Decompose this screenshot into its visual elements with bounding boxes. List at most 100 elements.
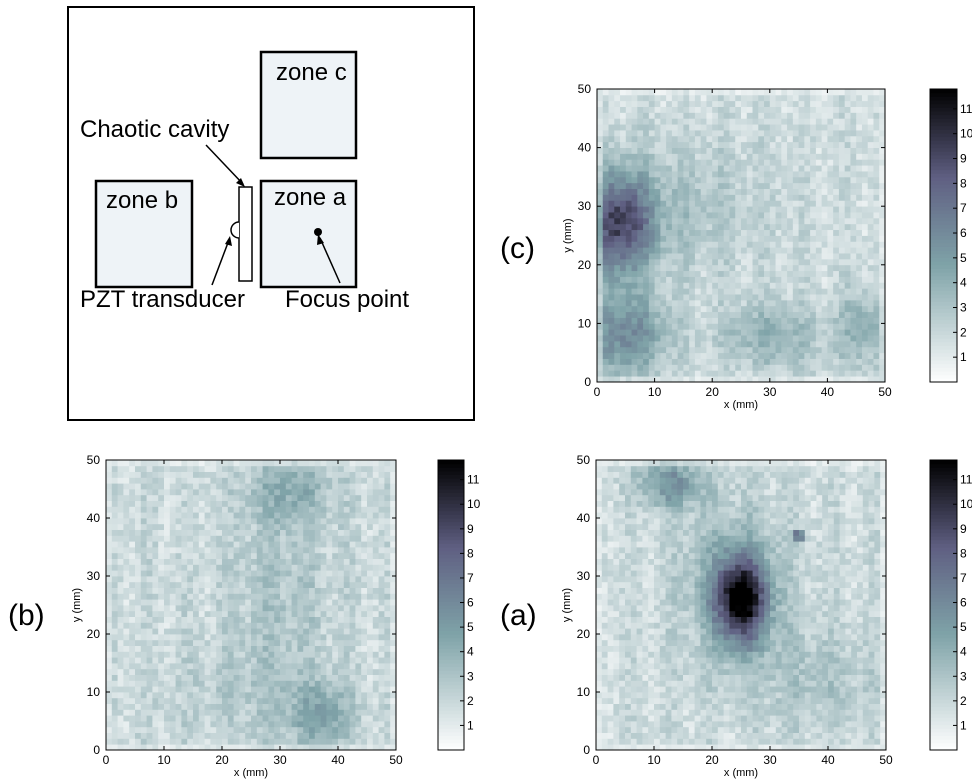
heatmap-cell	[810, 253, 817, 260]
heatmap-cell	[873, 329, 880, 336]
heatmap-cell	[274, 697, 281, 704]
heatmap-cell	[648, 270, 655, 277]
heatmap-cell	[106, 500, 113, 507]
heatmap-cell	[355, 564, 362, 571]
heatmap-cell	[821, 200, 828, 207]
heatmap-cell	[181, 616, 188, 623]
heatmap-cell	[689, 282, 696, 289]
heatmap-cell	[838, 311, 846, 318]
heatmap-cell	[637, 130, 644, 137]
y-tick-label: 30	[578, 199, 592, 213]
heatmap-cell	[106, 715, 113, 722]
heatmap-cell	[683, 270, 690, 277]
heatmap-cell	[181, 599, 188, 606]
heatmap-cell	[798, 171, 805, 178]
heatmap-cell	[181, 564, 188, 571]
heatmap-cell	[291, 616, 298, 623]
colorbar-step	[930, 246, 957, 251]
heatmap-cell	[637, 270, 644, 277]
heatmap-cell	[769, 241, 776, 248]
heatmap-cell	[625, 317, 632, 324]
heatmap-cell	[643, 364, 650, 371]
heatmap-cell	[879, 340, 886, 348]
heatmap-cell	[135, 500, 142, 507]
heatmap-cell	[187, 576, 194, 583]
heatmap-cell	[164, 523, 171, 530]
heatmap-cell	[338, 587, 345, 594]
heatmap-cell	[602, 317, 609, 324]
heatmap-cell	[193, 651, 200, 658]
heatmap-cell	[637, 141, 644, 148]
heatmap-cell	[850, 106, 857, 113]
heatmap-cell	[614, 258, 621, 266]
heatmap-cell	[677, 153, 684, 160]
heatmap-cell	[602, 217, 609, 225]
heatmap-cell	[815, 194, 823, 201]
heatmap-cell	[625, 153, 632, 160]
heatmap-cell	[198, 489, 205, 496]
heatmap-cell	[106, 738, 113, 745]
heatmap-cell	[689, 176, 696, 184]
heatmap-cell	[152, 460, 159, 467]
heatmap-cell	[746, 106, 753, 113]
heatmap-cell	[717, 311, 725, 318]
heatmap-cell	[198, 605, 205, 612]
heatmap-cell	[810, 270, 817, 277]
heatmap-cell	[648, 358, 655, 365]
heatmap-cell	[683, 323, 690, 330]
heatmap-cell	[729, 276, 736, 283]
heatmap-cell	[338, 483, 345, 490]
heatmap-cell	[343, 697, 350, 704]
heatmap-cell	[597, 200, 604, 207]
heatmap-cell	[671, 276, 679, 283]
heatmap-cell	[694, 253, 702, 260]
heatmap-cell	[146, 738, 153, 745]
heatmap-cell	[117, 483, 124, 490]
heatmap-cell	[309, 657, 316, 664]
colorbar-step	[930, 363, 957, 368]
heatmap-cell	[827, 376, 834, 383]
heatmap-cell	[361, 552, 368, 559]
heatmap-cell	[689, 323, 696, 330]
colorbar-step	[930, 96, 957, 101]
heatmap-cell	[810, 329, 817, 336]
heatmap-cell	[361, 541, 368, 548]
heatmap-cell	[752, 270, 759, 277]
heatmap-cell	[746, 212, 753, 219]
heatmap-cell	[781, 282, 788, 289]
heatmap-cell	[245, 593, 252, 600]
heatmap-cell	[268, 494, 275, 501]
heatmap-cell	[792, 147, 799, 154]
heatmap-cell	[129, 697, 136, 704]
heatmap-cell	[597, 223, 604, 231]
heatmap-cell	[135, 732, 142, 739]
heatmap-cell	[683, 141, 690, 148]
heatmap-cell	[712, 194, 719, 201]
heatmap-cell	[671, 299, 679, 307]
heatmap-cell	[262, 732, 269, 739]
heatmap-cell	[625, 235, 632, 242]
heatmap-cell	[338, 703, 345, 710]
heatmap-cell	[700, 253, 707, 260]
heatmap-cell	[723, 153, 730, 160]
heatmap-cell	[637, 288, 644, 295]
heatmap-cell	[332, 552, 339, 559]
heatmap-cell	[648, 305, 655, 313]
heatmap-cell	[752, 206, 759, 213]
heatmap-cell	[787, 176, 794, 184]
heatmap-cell	[239, 547, 246, 554]
heatmap-cell	[792, 329, 799, 336]
heatmap-cell	[625, 130, 632, 137]
heatmap-cell	[262, 639, 269, 646]
heatmap-cell	[833, 124, 840, 131]
heatmap-cell	[338, 599, 345, 606]
heatmap-cell	[274, 535, 281, 542]
heatmap-cell	[303, 657, 310, 664]
heatmap-cell	[152, 541, 159, 548]
heatmap-cell	[123, 645, 130, 652]
heatmap-cell	[838, 340, 846, 348]
heatmap-cell	[251, 651, 258, 658]
heatmap-cell	[821, 112, 828, 119]
heatmap-cell	[117, 529, 124, 536]
heatmap-cell	[620, 153, 627, 160]
